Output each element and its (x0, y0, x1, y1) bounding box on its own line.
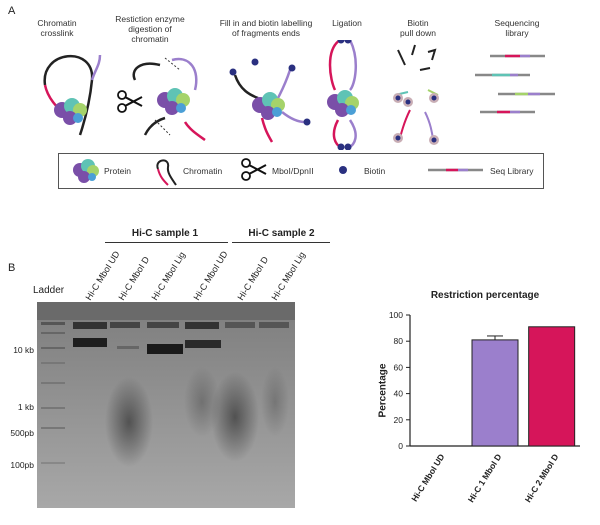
sample-2-underline (232, 242, 330, 243)
x-category-label: Hi-C 1 MboI D (465, 452, 504, 505)
protein-complex-4 (327, 90, 359, 117)
gel-band (117, 346, 139, 349)
gel-band (147, 344, 183, 354)
ligation-step (327, 40, 359, 150)
lane-label: Hi-C MboI UD (83, 249, 122, 302)
gel-smear (184, 367, 220, 437)
seq-library-step (475, 54, 555, 114)
y-tick-label: 20 (394, 415, 404, 425)
crosslink-loop (43, 54, 102, 136)
protein-complex-2 (157, 88, 190, 115)
protein-complex-1 (54, 98, 87, 125)
bar-chart: 0 20 40 60 80 100 (389, 310, 580, 451)
marker-10kb: 10 kb (13, 345, 34, 355)
bar (471, 339, 519, 447)
panel-b-letter: B (8, 262, 16, 274)
sample-1-heading: Hi-C sample 1 (131, 228, 199, 239)
step-label-seq-library: Sequencing library (494, 18, 540, 38)
ladder-band (41, 407, 65, 409)
ladder-band (41, 347, 65, 349)
chart-title: Restriction percentage (430, 290, 540, 301)
lane-label: Hi-C MboI D (116, 254, 152, 302)
legend-seq-icon (428, 168, 483, 172)
lane-label: Hi-C MboI Lig (149, 250, 188, 302)
gel-well (110, 322, 140, 328)
y-tick-label: 40 (394, 389, 404, 399)
step-label-ligation: Ligation (332, 18, 362, 28)
legend-chromatin-label: Chromatin (183, 166, 223, 176)
legend-scissors-icon (241, 158, 267, 181)
gel-smear (105, 377, 153, 467)
marker-100pb: 100pb (10, 460, 34, 470)
lane-label: Hi-C MboI UD (191, 249, 230, 302)
digestion-step (117, 57, 206, 142)
y-tick-label: 60 (394, 362, 404, 372)
ladder-band (41, 332, 65, 334)
lane-label: Hi-C MboI Lig (269, 250, 308, 302)
y-tick-label: 100 (389, 310, 403, 320)
gel-image (37, 302, 295, 508)
step-label-digestion: Restiction enzyme digestion of chromatin (115, 14, 185, 44)
legend-protein-label: Protein (104, 166, 131, 176)
ladder-band (41, 462, 65, 464)
ladder-band (41, 362, 65, 364)
bar (528, 326, 576, 447)
gel-smear (261, 367, 289, 437)
legend-biotin-icon (339, 166, 347, 174)
gel-band (185, 340, 221, 348)
pulldown-step (393, 44, 439, 145)
ladder-label: Ladder (33, 285, 65, 296)
step-label-fill-in: Fill in and biotin labelling of fragment… (219, 18, 313, 38)
ladder-band (41, 322, 65, 325)
workflow-illustration (43, 40, 555, 150)
lane-label: Hi-C MboI D (235, 254, 271, 302)
legend-seq-label: Seq Library (490, 166, 534, 176)
panel-a-letter: A (8, 5, 16, 17)
step-label-crosslink: Chromatin crosslink (37, 18, 77, 38)
legend-enzyme-label: MboI/DpnII (272, 166, 314, 176)
gel-band (73, 338, 107, 347)
y-tick-label: 0 (398, 441, 403, 451)
gel-well (147, 322, 179, 328)
y-tick-label: 80 (394, 336, 404, 346)
ladder-band (41, 382, 65, 384)
legend-protein-icon (73, 159, 99, 183)
x-category-label: Hi-C 2 MboI D (522, 452, 561, 505)
ladder-band (41, 427, 65, 429)
legend-biotin-label: Biotin (364, 166, 386, 176)
sample-2-heading: Hi-C sample 2 (248, 228, 315, 239)
x-category-label: Hi-C MboI UD (409, 452, 447, 504)
gel-well (73, 322, 107, 329)
scissors-graphic (117, 90, 143, 113)
gel-well (185, 322, 219, 329)
gel-smear (211, 372, 259, 462)
gel-well (259, 322, 289, 328)
marker-1kb: 1 kb (17, 402, 34, 412)
legend-chromatin-icon (156, 159, 177, 186)
sample-1-underline (105, 242, 228, 243)
protein-complex-3 (252, 92, 285, 120)
fill-in-step (229, 58, 311, 143)
step-label-pulldown: Biotin pull down (400, 18, 436, 38)
marker-500pb: 500pb (10, 428, 34, 438)
gel-well (225, 322, 255, 328)
